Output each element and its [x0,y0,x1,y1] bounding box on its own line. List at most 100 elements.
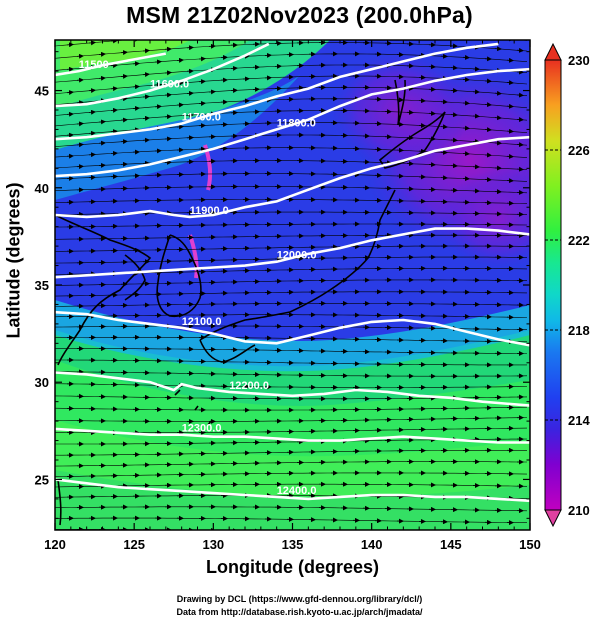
streamline [55,506,528,512]
wind-arrow [142,48,150,54]
wind-arrow [164,92,172,98]
contour-line [55,427,530,444]
y-tick-label: 45 [35,84,49,99]
colorbar-tick-label: 226 [568,143,590,158]
x-tick-label: 135 [282,537,304,552]
wind-arrow [506,128,514,134]
contour-label: 11700.0 [182,112,221,124]
wind-arrow [88,40,96,46]
streamline [55,110,528,127]
wind-arrow [98,119,106,125]
wind-arrow [66,132,74,138]
streamline [55,87,528,106]
colorbar-tick-label: 218 [568,323,590,338]
wind-arrow [506,80,514,86]
streamline [55,64,528,83]
wind-arrow [66,111,74,117]
streamline [55,461,527,467]
y-tick-label: 40 [35,181,49,196]
contour-line [55,67,530,178]
contour-label: 12400.0 [277,485,317,497]
wind-arrow [154,59,162,65]
wind-arrow [132,84,140,90]
axes: 120 125 130 135 140 145 150 25 30 35 40 45 [35,40,541,552]
wind-arrow [98,140,106,146]
wind-arrow [176,57,184,63]
wind-arrow [494,90,502,96]
wind-arrow [88,88,96,94]
contour-label: 12200.0 [229,380,269,392]
contour-line [55,42,499,141]
streamline [55,483,528,488]
wind-arrow [66,42,74,48]
x-tick-label: 140 [361,537,383,552]
contour-line [55,310,530,347]
streamline [55,303,528,307]
colorbar-max-arrow [544,42,562,61]
wind-arrow [76,100,84,106]
wind-arrow [88,130,96,136]
colorbar-tick-label: 230 [568,53,590,68]
streamline [55,348,527,354]
wind-arrow [120,96,128,102]
x-tick-label: 125 [123,537,145,552]
contour-label: 12000.0 [277,250,317,262]
wind-arrow [110,63,118,69]
contour-label: 11900.0 [190,205,229,217]
streamline [55,417,528,422]
contour-line [55,227,530,279]
x-tick-label: 130 [202,537,224,552]
contour-label: 12300.0 [182,423,222,435]
wind-arrow [110,86,118,92]
streamline [55,186,528,194]
colorbar-min-arrow [544,509,562,528]
credit-data: Data from http://database.rish.kyoto-u.a… [176,607,423,617]
y-tick-label: 25 [35,472,49,487]
wind-arrow [76,53,84,59]
streamline [55,371,528,377]
x-tick-label: 145 [440,537,462,552]
wind-arrow [142,115,150,121]
contour-line [55,135,530,219]
wind-arrow [66,90,74,95]
wind-arrow [154,104,162,110]
wind-arrow [120,117,128,123]
colorbar-tick-label: 214 [568,413,590,428]
wind-arrow [66,66,74,72]
contour-line [55,478,530,503]
temperature-field [55,40,530,530]
wind-arrow [88,109,96,115]
streamline [55,279,528,286]
credit-drawing: Drawing by DCL (https://www.gfd-dennou.o… [176,594,423,604]
y-tick-label: 30 [35,375,49,390]
wind-arrow [98,75,106,81]
contour-label: 12100.0 [182,316,222,328]
coastlines [55,79,446,526]
contour-line [55,371,530,407]
contour-label: 11600.0 [150,79,189,91]
wind-arrow [76,77,84,83]
wind-arrow [142,72,150,78]
x-tick-label: 150 [519,537,541,552]
geopotential-contours: 11500 11600.0 11700.0 11800.0 11900.0 12000.0… [55,42,530,503]
colorbar-tick-label: 210 [568,503,590,518]
wind-arrow [516,47,524,53]
wind-arrow [164,70,172,76]
y-tick-label: 35 [35,278,49,293]
colorbar-ramp [544,59,562,511]
x-axis-label: Longitude (degrees) [205,557,379,577]
wind-arrow [142,94,150,100]
streamline [55,160,528,170]
wind-arrow [508,40,514,42]
wind-arrow [516,92,524,98]
wind-arrow [156,40,162,41]
streamline [55,234,528,240]
streamline [55,134,528,147]
x-tick-label: 120 [44,537,66,552]
colorbar: 210 214 218 222 226 230 [544,42,590,528]
wind-arrow [110,129,118,135]
streamline [55,42,528,59]
wind-arrow [98,51,106,57]
wind-arrow [110,107,118,113]
